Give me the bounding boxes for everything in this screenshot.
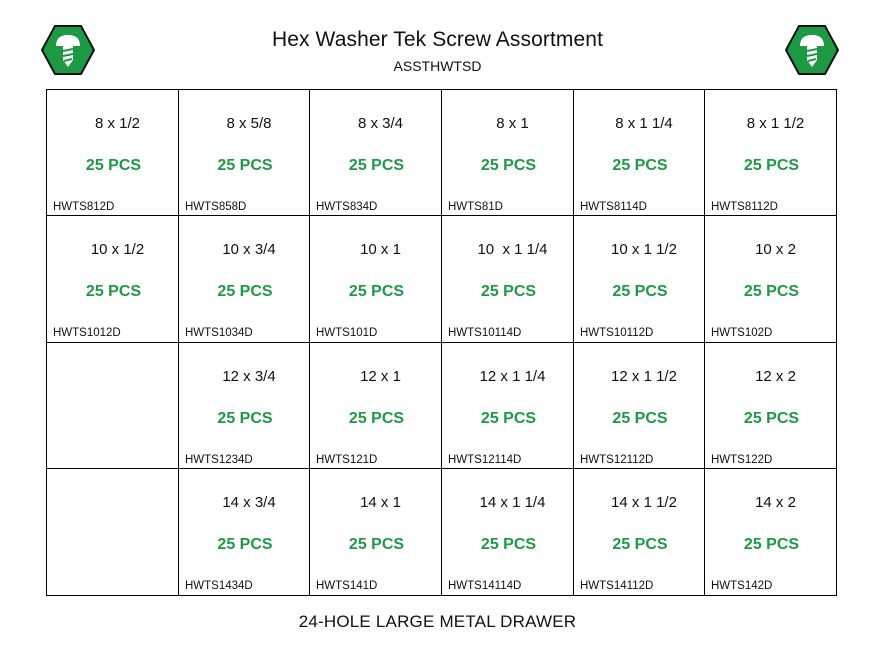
compartment-sku: HWTS812D	[53, 201, 115, 213]
page-subtitle: ASSTHWTSD	[393, 58, 482, 74]
drawer-compartment: 10 x 1 25 PCS HWTS101D	[310, 216, 442, 343]
drawer-compartment: 8 x 1 1/2 25 PCS HWTS8112D	[705, 90, 836, 217]
compartment-quantity: 25 PCS	[85, 283, 142, 301]
compartment-sku: HWTS1034D	[185, 327, 253, 340]
drawer-compartment	[47, 468, 179, 595]
compartment-size: 8 x 1/2	[94, 115, 141, 132]
compartment-quantity: 25 PCS	[480, 157, 537, 174]
compartment-quantity: 25 PCS	[612, 409, 668, 427]
compartment-sku: HWTS12112D	[580, 453, 654, 466]
drawer-grid: 8 x 1/2 25 PCS HWTS812D 8 x 5/8 25 PCS HWTS85…	[46, 89, 837, 596]
compartment-quantity: 25 PCS	[217, 535, 273, 553]
drawer-compartment: 8 x 1 1/4 25 PCS HWTS8114D	[574, 90, 705, 217]
drawer-compartment: 14 x 2 25 PCS HWTS142D	[705, 469, 836, 595]
compartment-quantity: 25 PCS	[480, 283, 537, 301]
drawer-compartment: 8 x 1/2 25 PCS HWTS812D	[47, 90, 179, 217]
compartment-size: 12 x 3/4	[222, 367, 276, 385]
compartment-quantity: 25 PCS	[612, 535, 668, 553]
compartment-size: 8 x 1 1/2	[746, 115, 805, 132]
drawer-compartment: 10 x 1 1/2 25 PCS HWTS10112D	[574, 216, 705, 343]
compartment-quantity: 25 PCS	[217, 283, 273, 301]
drawer-compartment: 8 x 1 25 PCS HWTS81D	[442, 90, 574, 217]
compartment-quantity: 25 PCS	[743, 535, 800, 553]
compartment-size: 14 x 1	[360, 493, 401, 511]
drawer-compartment: 10 x 1 1/4 25 PCS HWTS10114D	[442, 216, 574, 343]
drawer-compartment: 12 x 1 25 PCS HWTS121D	[310, 342, 442, 469]
compartment-sku: HWTS122D	[711, 453, 773, 466]
compartment-quantity: 25 PCS	[743, 283, 800, 301]
drawer-compartment: 10 x 1/2 25 PCS HWTS1012D	[47, 216, 179, 343]
compartment-quantity: 25 PCS	[348, 157, 405, 174]
compartment-sku: HWTS14112D	[580, 579, 654, 592]
compartment-size: 8 x 1 1/4	[615, 115, 673, 132]
drawer-compartment: 14 x 1 1/2 25 PCS HWTS14112D	[574, 468, 705, 595]
compartment-size: 8 x 1	[496, 115, 529, 132]
compartment-quantity: 25 PCS	[348, 535, 405, 553]
drawer-compartment: 12 x 1 1/2 25 PCS HWTS12112D	[574, 342, 705, 469]
drawer-compartment: 12 x 3/4 25 PCS HWTS1234D	[179, 342, 310, 469]
compartment-size: 12 x 1 1/4	[479, 367, 546, 385]
compartment-quantity: 25 PCS	[348, 283, 405, 301]
compartment-size: 12 x 1	[360, 367, 401, 385]
compartment-size: 10 x 2	[755, 241, 796, 259]
compartment-sku: HWTS81D	[448, 201, 503, 213]
compartment-quantity: 25 PCS	[348, 409, 405, 427]
compartment-size: 14 x 1 1/4	[479, 493, 546, 511]
drawer-compartment: 10 x 3/4 25 PCS HWTS1034D	[179, 216, 310, 343]
drawer-compartment: 8 x 5/8 25 PCS HWTS858D	[179, 90, 310, 217]
compartment-sku: HWTS10114D	[448, 327, 522, 340]
compartment-quantity: 25 PCS	[85, 157, 142, 174]
drawer-compartment: 10 x 2 25 PCS HWTS102D	[705, 216, 836, 343]
compartment-sku: HWTS1012D	[53, 327, 121, 340]
compartment-sku: HWTS12114D	[448, 453, 522, 466]
compartment-size: 10 x 1 1/2	[611, 241, 677, 259]
compartment-sku: HWTS8112D	[711, 201, 778, 213]
compartment-size: 8 x 5/8	[226, 115, 272, 132]
drawer-compartment	[47, 342, 179, 469]
compartment-quantity: 25 PCS	[612, 283, 668, 301]
drawer-compartment: 8 x 3/4 25 PCS HWTS834D	[310, 90, 442, 217]
compartment-sku: HWTS101D	[316, 327, 378, 340]
drawer-compartment: 12 x 2 25 PCS HWTS122D	[705, 343, 836, 469]
drawer-compartment: 14 x 1 25 PCS HWTS141D	[310, 468, 442, 595]
compartment-quantity: 25 PCS	[743, 409, 800, 427]
compartment-size: 14 x 3/4	[222, 493, 276, 511]
compartment-quantity: 25 PCS	[217, 157, 273, 174]
compartment-sku: HWTS834D	[316, 201, 378, 213]
compartment-size: 10 x 3/4	[222, 241, 276, 259]
page-title: Hex Washer Tek Screw Assortment	[271, 28, 604, 51]
compartment-sku: HWTS858D	[185, 201, 247, 213]
screw-hex-icon	[785, 24, 839, 76]
compartment-size: 10 x 1	[360, 241, 401, 259]
drawer-compartment: 14 x 3/4 25 PCS HWTS1434D	[179, 468, 310, 595]
compartment-size: 10 x 1 1/4	[477, 241, 548, 259]
compartment-sku: HWTS14114D	[448, 579, 522, 592]
compartment-sku: HWTS10112D	[580, 327, 654, 340]
compartment-sku: HWTS1434D	[185, 579, 253, 592]
compartment-quantity: 25 PCS	[217, 409, 273, 427]
drawer-compartment: 14 x 1 1/4 25 PCS HWTS14114D	[442, 468, 574, 595]
screw-hex-icon	[41, 24, 95, 76]
compartment-size: 10 x 1/2	[90, 241, 145, 259]
compartment-size: 12 x 1 1/2	[611, 367, 677, 385]
compartment-sku: HWTS102D	[711, 327, 773, 340]
compartment-size: 14 x 2	[755, 493, 796, 511]
compartment-quantity: 25 PCS	[743, 157, 800, 174]
compartment-sku: HWTS1234D	[185, 453, 253, 466]
compartment-quantity: 25 PCS	[480, 535, 537, 553]
compartment-quantity: 25 PCS	[480, 409, 537, 427]
compartment-quantity: 25 PCS	[612, 157, 668, 174]
compartment-sku: HWTS142D	[711, 579, 773, 592]
drawer-compartment: 12 x 1 1/4 25 PCS HWTS12114D	[442, 342, 574, 469]
compartment-sku: HWTS121D	[316, 453, 378, 466]
drawer-label: 24-HOLE LARGE METAL DRAWER	[298, 612, 577, 631]
compartment-size: 8 x 3/4	[357, 115, 404, 132]
compartment-sku: HWTS141D	[316, 579, 378, 592]
compartment-sku: HWTS8114D	[580, 201, 647, 213]
compartment-size: 14 x 1 1/2	[611, 493, 677, 511]
compartment-size: 12 x 2	[755, 367, 796, 385]
